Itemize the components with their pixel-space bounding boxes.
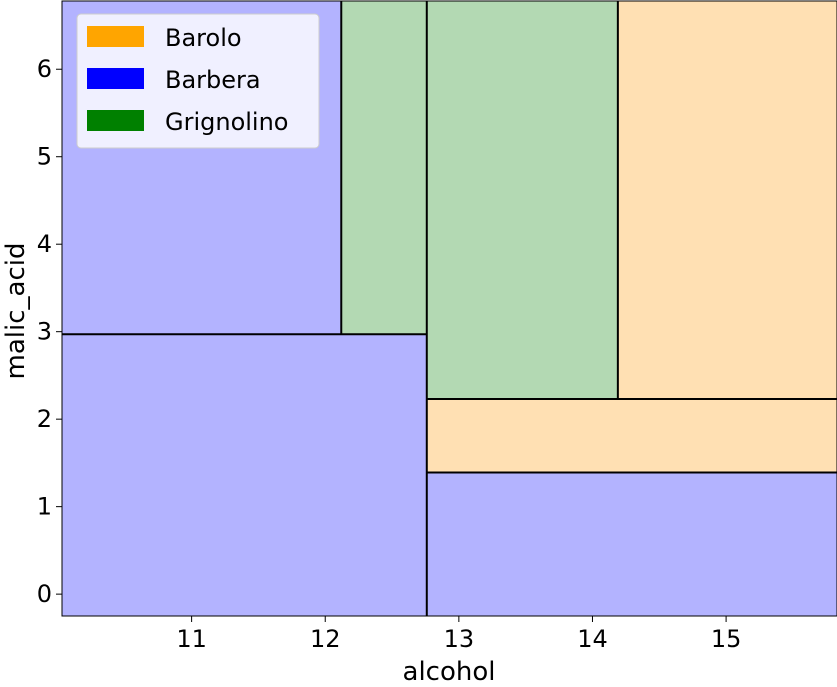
y-tick-label: 5 xyxy=(37,143,52,171)
legend-label-barbera: Barbera xyxy=(165,66,261,94)
y-tick-label: 0 xyxy=(37,580,52,608)
legend: Barolo Barbera Grignolino xyxy=(76,13,320,149)
y-axis-label: malic_acid xyxy=(1,243,31,380)
x-tick-label: 12 xyxy=(310,625,341,653)
split-lines-layer xyxy=(62,1,837,616)
region-barolo-4 xyxy=(617,1,837,400)
y-axis-ticks: 0 1 2 3 4 5 6 xyxy=(37,55,62,608)
region-grignolino-3 xyxy=(426,1,618,400)
x-axis-ticks: 11 12 13 14 15 xyxy=(176,616,741,653)
x-axis-label: alcohol xyxy=(403,657,496,687)
region-barolo-5 xyxy=(426,399,837,473)
legend-swatch-barbera xyxy=(87,68,144,89)
y-tick-label: 3 xyxy=(37,318,52,346)
region-barbera-2 xyxy=(62,334,427,616)
region-grignolino-1 xyxy=(341,1,427,335)
plot-frame xyxy=(61,0,837,617)
x-tick-label: 15 xyxy=(711,625,742,653)
y-tick-label: 4 xyxy=(37,230,52,258)
region-barbera-6 xyxy=(426,472,837,616)
legend-swatch-barolo xyxy=(87,26,144,47)
legend-label-barolo: Barolo xyxy=(165,24,242,52)
y-tick-label: 6 xyxy=(37,55,52,83)
y-tick-label: 2 xyxy=(37,405,52,433)
x-tick-label: 13 xyxy=(444,625,475,653)
x-tick-label: 14 xyxy=(577,625,608,653)
legend-swatch-grignolino xyxy=(87,110,144,131)
legend-label-grignolino: Grignolino xyxy=(165,108,289,136)
y-tick-label: 1 xyxy=(37,493,52,521)
x-tick-label: 11 xyxy=(176,625,207,653)
